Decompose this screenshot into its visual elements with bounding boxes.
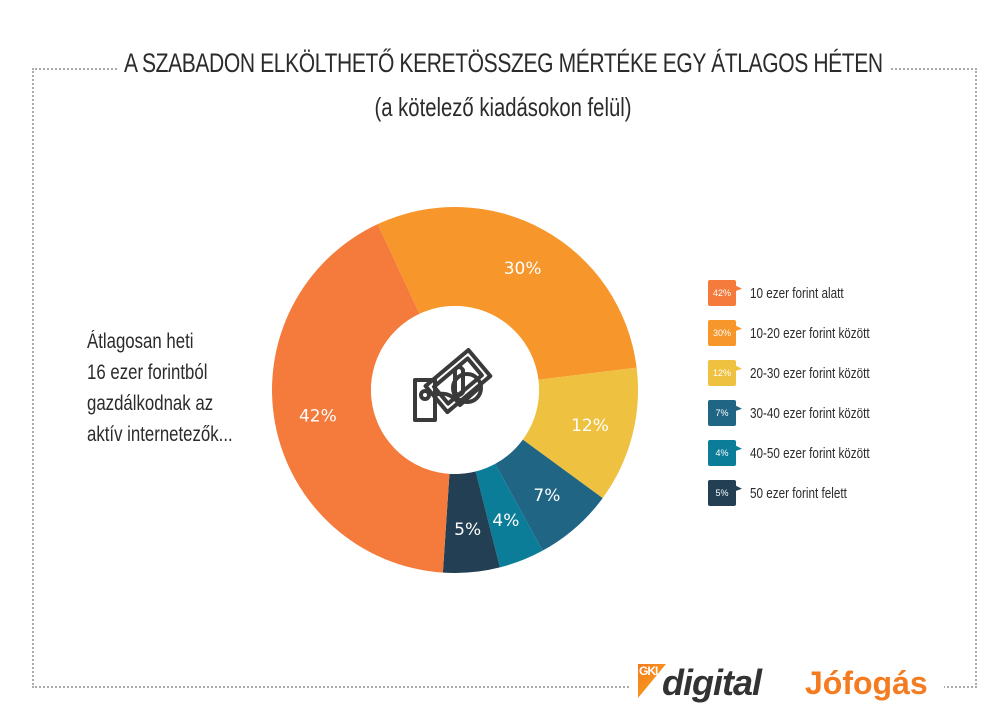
- side-note-line: Átlagosan heti: [87, 330, 194, 353]
- side-note: Átlagosan heti 16 ezer forintból gazdálk…: [87, 326, 233, 450]
- side-note-line: gazdálkodnak az: [87, 392, 214, 415]
- donut-slice: [495, 439, 603, 551]
- legend-label: 40-50 ezer forint között: [750, 444, 870, 462]
- logos: GKI digital Jófogás: [630, 662, 944, 704]
- legend-label: 50 ezer forint felett: [750, 484, 847, 502]
- chart-title: A SZABADON ELKÖLTHETŐ KERETÖSSZEG MÉRTÉK…: [117, 48, 889, 79]
- legend-item: 7% 30-40 ezer forint között: [708, 393, 903, 433]
- legend-badge: 12%: [708, 360, 736, 386]
- jofogas-logo: Jófogás: [797, 664, 936, 702]
- legend-item: 30% 10-20 ezer forint között: [708, 313, 903, 353]
- legend-label: 30-40 ezer forint között: [750, 404, 870, 422]
- legend-item: 42% 10 ezer forint alatt: [708, 273, 903, 313]
- legend-label: 10-20 ezer forint között: [750, 324, 870, 342]
- donut-slice: [475, 463, 543, 568]
- slice-label: 42%: [299, 407, 337, 427]
- donut-slice: [272, 224, 450, 573]
- slice-label: 7%: [533, 486, 560, 506]
- slice-label: 12%: [571, 416, 609, 436]
- legend-badge: 7%: [708, 400, 736, 426]
- legend-label: 20-30 ezer forint között: [750, 364, 870, 382]
- legend-badge: 42%: [708, 280, 736, 306]
- slice-label: 5%: [454, 520, 481, 540]
- donut-slice: [442, 471, 500, 573]
- chart-subtitle: (a kötelező kiadásokon felül): [374, 92, 632, 122]
- legend-badge: 30%: [708, 320, 736, 346]
- legend-badge: 4%: [708, 440, 736, 466]
- gki-digital-logo: GKI digital: [638, 662, 762, 704]
- legend-item: 4% 40-50 ezer forint között: [708, 433, 903, 473]
- donut-slice: [377, 206, 637, 380]
- legend-item: 5% 50 ezer forint felett: [708, 473, 903, 513]
- legend-label: 10 ezer forint alatt: [750, 284, 844, 302]
- legend-badge: 5%: [708, 480, 736, 506]
- slice-label: 4%: [492, 511, 519, 531]
- legend: 42% 10 ezer forint alatt 30% 10-20 ezer fo…: [708, 273, 903, 513]
- gki-mark: GKI: [639, 664, 658, 678]
- side-note-line: aktív internetezők...: [87, 423, 233, 446]
- slice-label: 30%: [504, 259, 542, 279]
- side-note-line: 16 ezer forintból: [87, 361, 208, 384]
- donut-slice: [522, 367, 638, 499]
- gki-logo-text: digital: [662, 662, 762, 703]
- legend-item: 12% 20-30 ezer forint között: [708, 353, 903, 393]
- money-hand-icon: [413, 348, 493, 422]
